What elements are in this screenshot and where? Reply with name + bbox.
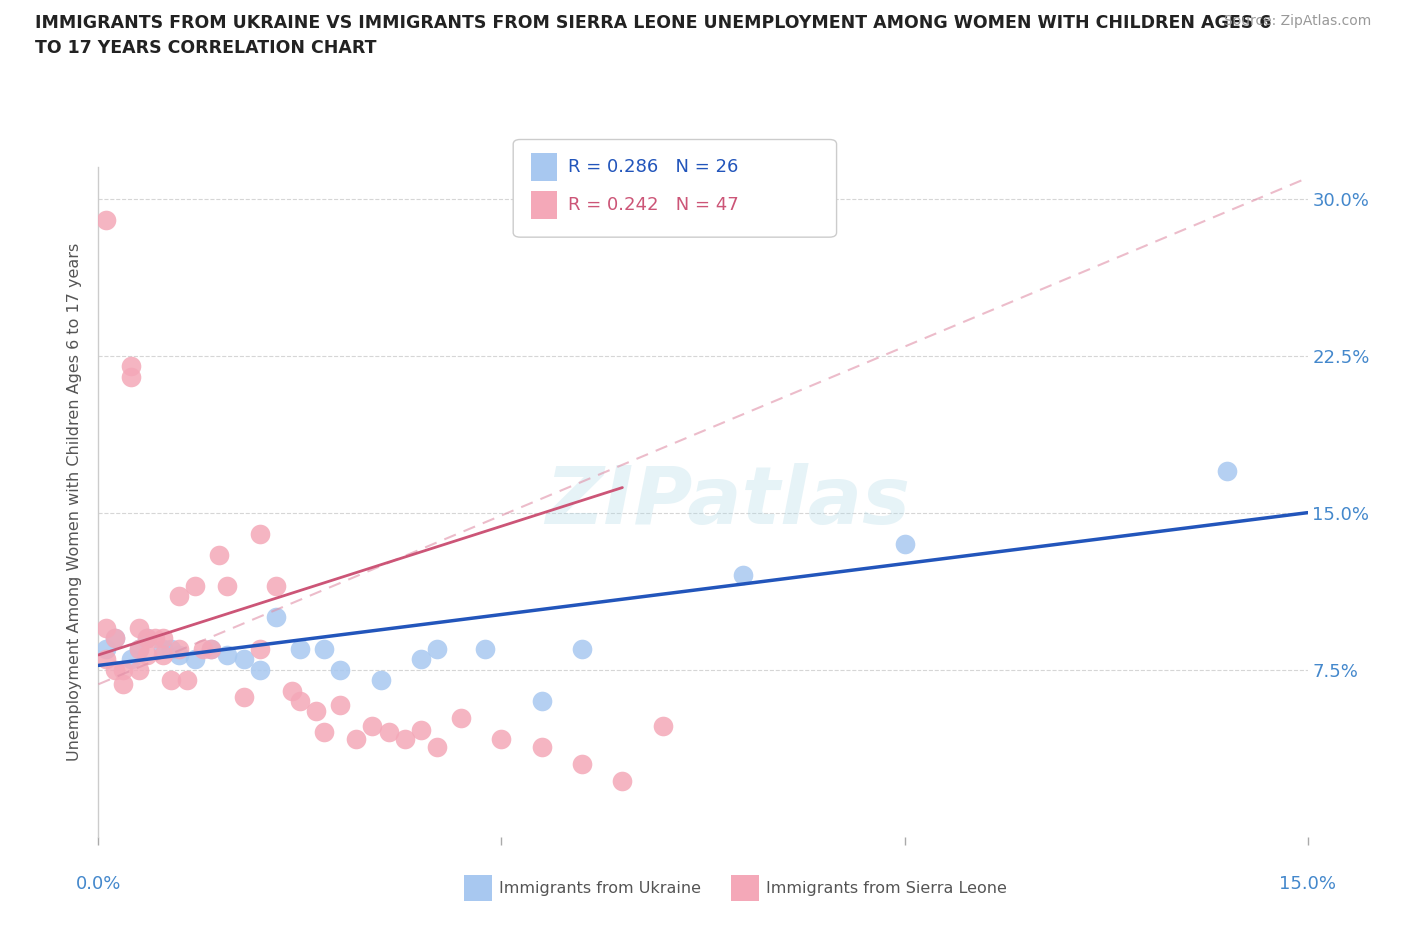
Point <box>305 704 328 719</box>
Point <box>232 689 254 704</box>
Point <box>152 647 174 662</box>
Point <box>733 568 755 583</box>
Point <box>264 578 287 593</box>
Point <box>217 647 239 662</box>
Point <box>184 578 207 593</box>
Point <box>167 647 190 662</box>
Point <box>200 642 222 657</box>
Point <box>103 662 125 677</box>
Point <box>208 547 231 562</box>
Text: 15.0%: 15.0% <box>1279 874 1336 893</box>
Point <box>530 739 553 754</box>
Point <box>160 672 183 687</box>
Point <box>96 642 118 657</box>
Point <box>135 647 157 662</box>
Point <box>152 642 174 657</box>
Point <box>1216 463 1239 478</box>
Point <box>474 642 496 657</box>
Point <box>167 589 190 604</box>
Point <box>135 631 157 645</box>
Point <box>111 677 134 692</box>
Text: ZIPatlas: ZIPatlas <box>544 463 910 541</box>
Point <box>96 652 118 667</box>
Point <box>120 369 142 384</box>
Point <box>249 526 271 541</box>
Point <box>409 723 432 737</box>
Point <box>120 652 142 667</box>
Point <box>426 642 449 657</box>
Point <box>344 731 367 746</box>
Point <box>111 662 134 677</box>
Point <box>329 662 352 677</box>
Text: Source: ZipAtlas.com: Source: ZipAtlas.com <box>1223 14 1371 28</box>
Point <box>612 773 634 788</box>
Y-axis label: Unemployment Among Women with Children Ages 6 to 17 years: Unemployment Among Women with Children A… <box>67 243 83 762</box>
Point <box>232 652 254 667</box>
Point <box>314 642 336 657</box>
Point <box>96 620 118 635</box>
Point <box>184 652 207 667</box>
Point <box>361 719 384 734</box>
Point <box>135 631 157 645</box>
Point <box>264 610 287 625</box>
Point <box>193 642 215 657</box>
Point <box>120 359 142 374</box>
Point <box>217 578 239 593</box>
Text: R = 0.286   N = 26: R = 0.286 N = 26 <box>568 158 738 177</box>
Point <box>249 642 271 657</box>
Point <box>128 642 150 657</box>
Point <box>426 739 449 754</box>
Point <box>394 731 416 746</box>
Point <box>167 642 190 657</box>
Point <box>96 212 118 227</box>
Point <box>651 719 673 734</box>
Point <box>281 683 304 698</box>
Point <box>288 694 311 709</box>
Point <box>530 694 553 709</box>
Point <box>103 631 125 645</box>
Point <box>491 731 513 746</box>
Point <box>571 642 593 657</box>
Point <box>152 631 174 645</box>
Text: TO 17 YEARS CORRELATION CHART: TO 17 YEARS CORRELATION CHART <box>35 39 377 57</box>
Point <box>314 725 336 740</box>
Text: IMMIGRANTS FROM UKRAINE VS IMMIGRANTS FROM SIERRA LEONE UNEMPLOYMENT AMONG WOMEN: IMMIGRANTS FROM UKRAINE VS IMMIGRANTS FR… <box>35 14 1271 32</box>
Point <box>200 642 222 657</box>
Point <box>249 662 271 677</box>
Point <box>450 711 472 725</box>
Point <box>176 672 198 687</box>
Text: R = 0.242   N = 47: R = 0.242 N = 47 <box>568 195 738 214</box>
Point <box>377 725 399 740</box>
Point <box>288 642 311 657</box>
Point <box>329 698 352 712</box>
Point <box>128 620 150 635</box>
Point <box>128 642 150 657</box>
Point <box>370 672 392 687</box>
Text: Immigrants from Ukraine: Immigrants from Ukraine <box>499 881 702 896</box>
Point <box>103 631 125 645</box>
Text: Immigrants from Sierra Leone: Immigrants from Sierra Leone <box>766 881 1007 896</box>
Point <box>128 662 150 677</box>
Point <box>160 642 183 657</box>
Text: 0.0%: 0.0% <box>76 874 121 893</box>
Point <box>409 652 432 667</box>
Point <box>571 756 593 771</box>
Point <box>893 537 915 551</box>
Point <box>143 631 166 645</box>
